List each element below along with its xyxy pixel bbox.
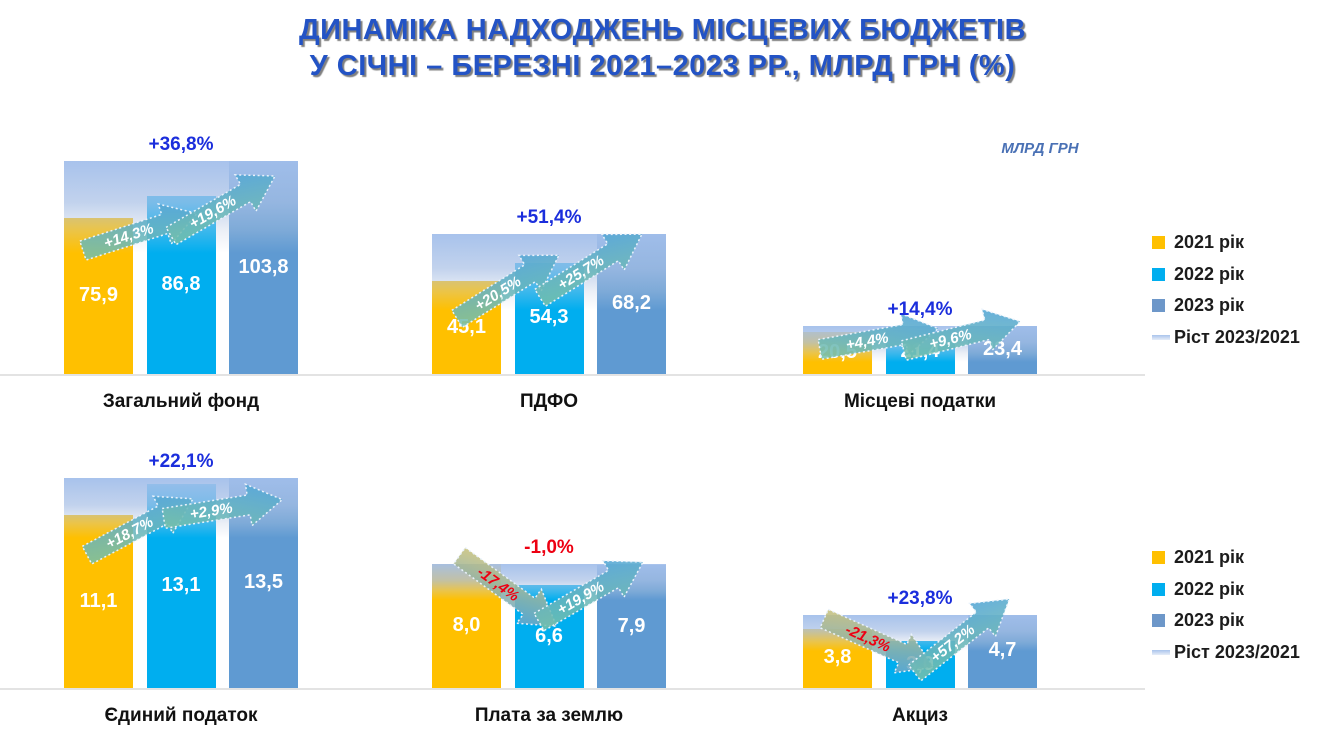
legend-top: 2021 рік 2022 рік 2023 рік Ріст 2023/2021 bbox=[1152, 227, 1322, 353]
legend-label: 2022 рік bbox=[1174, 578, 1245, 599]
legend-item-growth: Ріст 2023/2021 bbox=[1152, 322, 1322, 354]
bar-value-label: 7,9 bbox=[617, 614, 646, 637]
axis-unit-note: МЛРД ГРН bbox=[1001, 140, 1079, 157]
series-swatch-icon bbox=[1152, 236, 1165, 250]
growth-arrow-down-icon: -17,4% bbox=[443, 535, 572, 647]
bar-value-label: 86,8 bbox=[161, 272, 201, 295]
bar-value-label: 103,8 bbox=[238, 255, 289, 278]
growth-arrow-up-icon: +14,3% bbox=[73, 190, 206, 274]
svg-text:+2,9%: +2,9% bbox=[188, 500, 233, 524]
legend-label: 2021 рік bbox=[1174, 547, 1245, 568]
growth-band-swatch-icon bbox=[1152, 649, 1170, 655]
bar-value-label: 6,6 bbox=[535, 624, 563, 647]
legend-item-2021: 2021 рік bbox=[1152, 542, 1322, 574]
legend-label: 2023 рік bbox=[1174, 295, 1245, 316]
page-title-line1: ДИНАМІКА НАДХОДЖЕНЬ МІСЦЕВИХ БЮДЖЕТІВ bbox=[298, 14, 1027, 46]
legend-item-growth: Ріст 2023/2021 bbox=[1152, 637, 1322, 669]
legend-item-2021: 2021 рік bbox=[1152, 227, 1322, 259]
series-swatch-icon bbox=[1152, 267, 1165, 281]
group-growth-label: +36,8% bbox=[148, 134, 214, 155]
legend-label: 2021 рік bbox=[1174, 232, 1245, 253]
legend-item-2022: 2022 рік bbox=[1152, 259, 1322, 291]
group-growth-label: +23,8% bbox=[887, 587, 953, 609]
group-growth-label: +14,4% bbox=[887, 298, 953, 320]
legend-label: 2022 рік bbox=[1174, 263, 1245, 284]
growth-arrow-up-icon: +57,2% bbox=[898, 579, 1025, 693]
legend-item-2023: 2023 рік bbox=[1152, 290, 1322, 322]
bar-value-label: 3,8 bbox=[823, 646, 852, 669]
series-swatch-icon bbox=[1152, 582, 1165, 596]
category-label: Плата за землю bbox=[474, 705, 624, 726]
legend-item-2022: 2022 рік bbox=[1152, 574, 1322, 606]
category-label: Єдиний податок bbox=[104, 705, 258, 726]
growth-arrow-down-icon: -21,3% bbox=[812, 596, 945, 690]
bar-value-label: 8,0 bbox=[452, 613, 481, 636]
bar-value-label: 45,1 bbox=[447, 315, 486, 338]
bar-value-label: 54,3 bbox=[529, 306, 569, 329]
bar-value-label: 4,7 bbox=[988, 639, 1017, 662]
bar-value-label: 75,9 bbox=[79, 284, 118, 307]
bar-value-label: 13,1 bbox=[161, 574, 201, 597]
growth-arrow-up-icon: +9,6% bbox=[896, 298, 1028, 375]
growth-arrow-up-icon: +19,6% bbox=[157, 155, 288, 259]
bar-value-label: 68,2 bbox=[612, 292, 651, 315]
axis-baseline bbox=[0, 374, 1145, 376]
growth-arrow-up-icon: +2,9% bbox=[158, 476, 288, 543]
legend-label: Ріст 2023/2021 bbox=[1174, 326, 1300, 347]
legend-label: 2023 рік bbox=[1174, 610, 1245, 631]
category-label: ПДФО bbox=[520, 391, 578, 412]
legend-bottom: 2021 рік 2022 рік 2023 рік Ріст 2023/2021 bbox=[1152, 542, 1322, 668]
legend-item-2023: 2023 рік bbox=[1152, 605, 1322, 637]
category-label: Загальний фонд bbox=[102, 391, 260, 412]
category-label: Місцеві податки bbox=[843, 391, 997, 412]
growth-band-swatch-icon bbox=[1152, 334, 1170, 340]
growth-arrow-up-icon: +25,7% bbox=[525, 213, 656, 319]
bar-value-label: 11,1 bbox=[79, 589, 118, 612]
group-growth-label: -1,0% bbox=[524, 536, 574, 558]
series-swatch-icon bbox=[1152, 299, 1165, 313]
page-title-line2: У СІЧНІ – БЕРЕЗНІ 2021–2023 РР., МЛРД ГР… bbox=[309, 50, 1016, 82]
axis-baseline bbox=[0, 688, 1145, 690]
legend-label: Ріст 2023/2021 bbox=[1174, 641, 1300, 662]
series-swatch-icon bbox=[1152, 551, 1165, 565]
group-growth-label: +22,1% bbox=[148, 451, 214, 472]
growth-arrow-up-icon: +20,5% bbox=[442, 234, 573, 340]
bar-value-label: 13,5 bbox=[244, 571, 283, 593]
page-title: ДИНАМІКА НАДХОДЖЕНЬ МІСЦЕВИХ БЮДЖЕТІВ У … bbox=[0, 12, 1325, 84]
growth-arrow-up-icon: +19,9% bbox=[525, 540, 656, 644]
series-swatch-icon bbox=[1152, 614, 1165, 628]
group-growth-label: +51,4% bbox=[516, 207, 582, 229]
category-label: Акциз bbox=[891, 705, 949, 726]
